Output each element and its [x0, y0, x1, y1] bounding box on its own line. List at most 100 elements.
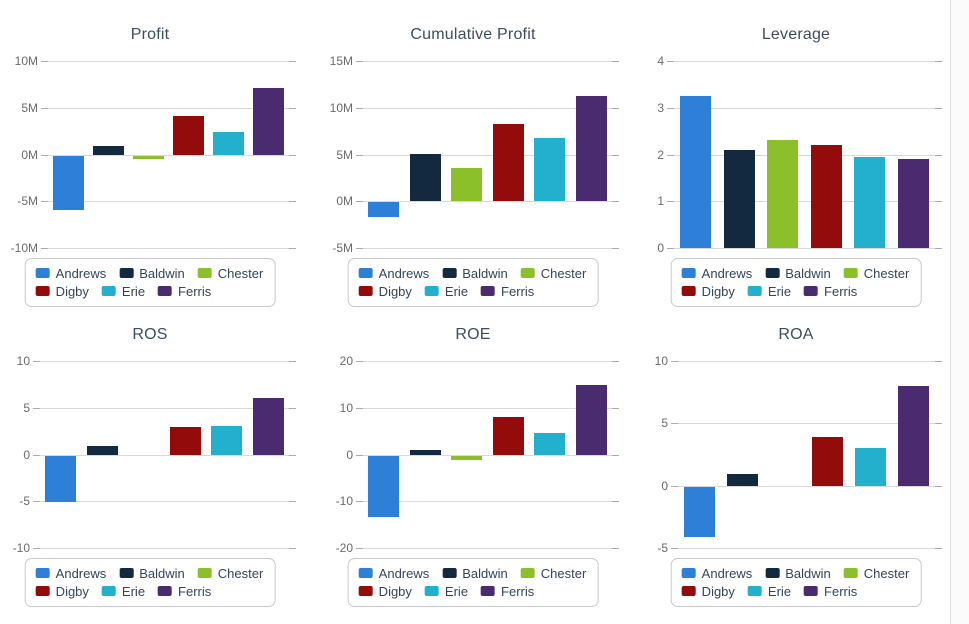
y-axis-label: 4: [657, 54, 664, 68]
bar-baldwin: [724, 150, 755, 248]
legend-item-digby[interactable]: Digby: [35, 284, 89, 299]
legend-item-andrews[interactable]: Andrews: [681, 266, 752, 281]
legend-item-ferris[interactable]: Ferris: [158, 284, 211, 299]
legend-label: Baldwin: [462, 265, 508, 281]
legend-item-chester[interactable]: Chester: [197, 265, 264, 281]
legend-item-erie[interactable]: Erie: [747, 584, 791, 599]
legend-row: Digby Erie Ferris: [681, 582, 910, 600]
chart-title: Profit: [130, 26, 170, 43]
axis-tick: [356, 408, 363, 409]
legend-item-chester[interactable]: Chester: [843, 566, 909, 581]
legend-item-ferris[interactable]: Ferris: [481, 584, 534, 599]
legend-swatch-icon: [158, 586, 173, 596]
legend-item-erie[interactable]: Erie: [101, 583, 146, 599]
axis-tick: [667, 108, 674, 109]
axis-tick: [356, 361, 363, 362]
legend-item-baldwin[interactable]: Baldwin: [765, 566, 831, 581]
legend-item-digby[interactable]: Digby: [681, 284, 735, 299]
legend-swatch-icon: [843, 568, 858, 578]
legend-item-chester[interactable]: Chester: [520, 266, 586, 281]
legend-item-baldwin[interactable]: Baldwin: [119, 266, 185, 281]
legend-item-baldwin[interactable]: Baldwin: [765, 266, 831, 281]
plot-area: 4 3 2 1 0: [646, 54, 946, 255]
legend-swatch-icon: [481, 286, 496, 296]
y-axis-label: 0: [346, 448, 353, 462]
legend-label: Erie: [444, 283, 469, 299]
y-axis-label: 10: [339, 401, 353, 415]
axis-tick: [612, 455, 619, 456]
legend-item-andrews[interactable]: Andrews: [35, 566, 106, 581]
axis-tick: [935, 361, 942, 362]
legend-swatch-icon: [101, 286, 116, 296]
y-axis-label: 10: [654, 354, 668, 368]
plot-area: 10 5 0 -5: [646, 354, 946, 555]
y-axis-label: -5M: [332, 241, 353, 255]
axis-tick: [33, 408, 40, 409]
legend-item-ferris[interactable]: Ferris: [481, 284, 534, 299]
legend-item-baldwin[interactable]: Baldwin: [119, 566, 185, 581]
legend-label: Erie: [121, 583, 146, 599]
chart-leverage: Leverage 4 3 2 1 0 Andrews Baldwin Chester Digby E…: [646, 0, 946, 307]
axis-tick: [356, 501, 363, 502]
bar-chester: [451, 168, 482, 201]
legend-item-ferris[interactable]: Ferris: [804, 584, 857, 599]
legend-item-erie[interactable]: Erie: [101, 284, 145, 299]
legend-item-baldwin[interactable]: Baldwin: [442, 566, 508, 581]
chart-title: Leverage: [761, 26, 831, 43]
legend-row: Andrews Baldwin Chester: [35, 264, 264, 282]
legend-item-andrews[interactable]: Andrews: [35, 265, 107, 281]
legend-item-ferris[interactable]: Ferris: [158, 584, 211, 599]
legend-swatch-icon: [681, 586, 696, 596]
bar-ferris: [576, 385, 607, 455]
axis-tick: [356, 155, 363, 156]
legend-row: Digby Erie Ferris: [681, 282, 910, 300]
bar-digby: [811, 145, 842, 248]
axis-tick: [935, 548, 942, 549]
legend-swatch-icon: [424, 286, 439, 296]
legend-item-andrews[interactable]: Andrews: [681, 566, 752, 581]
legend-label: Ferris: [178, 283, 212, 299]
axis-tick: [935, 61, 942, 62]
legend-item-chester[interactable]: Chester: [520, 566, 586, 581]
legend-label: Ferris: [501, 283, 535, 299]
legend-item-ferris[interactable]: Ferris: [804, 284, 857, 299]
legend-item-baldwin[interactable]: Baldwin: [442, 266, 508, 281]
scrollbar-track[interactable]: [950, 0, 969, 624]
legend-item-chester[interactable]: Chester: [197, 566, 263, 581]
axis-tick: [612, 501, 619, 502]
axis-tick: [356, 455, 363, 456]
gridline: [48, 155, 289, 156]
legend-item-digby[interactable]: Digby: [35, 584, 89, 599]
legend-swatch-icon: [158, 286, 173, 296]
gridline: [363, 201, 612, 202]
legend-item-andrews[interactable]: Andrews: [358, 565, 430, 581]
axis-tick: [289, 548, 296, 549]
legend-item-andrews[interactable]: Andrews: [358, 266, 429, 281]
legend: Andrews Baldwin Chester Digby Erie Ferris: [670, 258, 922, 307]
bar-andrews: [368, 456, 399, 517]
axis-tick: [356, 248, 363, 249]
legend-label: Andrews: [378, 565, 430, 581]
axis-tick: [356, 201, 363, 202]
legend-swatch-icon: [35, 268, 50, 278]
chart-title: ROS: [132, 326, 168, 343]
bar-ferris: [898, 159, 929, 248]
legend-item-erie[interactable]: Erie: [424, 283, 469, 299]
legend-item-chester[interactable]: Chester: [843, 266, 909, 281]
legend-item-erie[interactable]: Erie: [747, 284, 791, 299]
legend-swatch-icon: [481, 586, 496, 596]
legend-label: Baldwin: [462, 565, 508, 581]
legend-label: Andrews: [55, 265, 107, 281]
bar-erie: [854, 157, 885, 248]
bar-digby: [493, 124, 524, 201]
gridline: [363, 361, 612, 362]
legend-item-digby[interactable]: Digby: [358, 584, 412, 599]
y-axis-label: 5M: [336, 148, 353, 162]
bar-digby: [170, 427, 201, 455]
legend-label: Chester: [217, 265, 264, 281]
legend-item-digby[interactable]: Digby: [358, 284, 412, 299]
axis-tick: [289, 108, 296, 109]
legend-item-erie[interactable]: Erie: [424, 584, 468, 599]
legend-item-digby[interactable]: Digby: [681, 584, 735, 599]
bar-andrews: [680, 96, 711, 248]
